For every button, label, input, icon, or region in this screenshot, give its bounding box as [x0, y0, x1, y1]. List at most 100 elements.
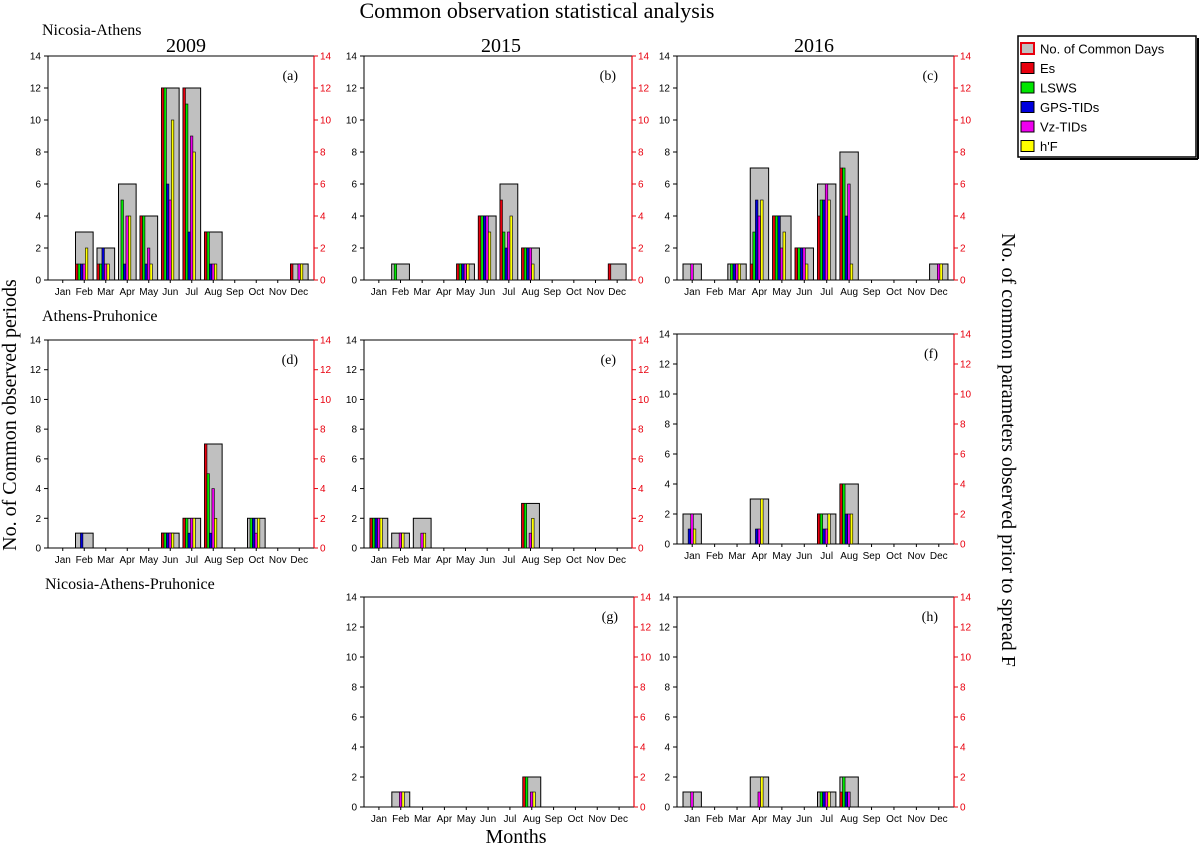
panel-c-bar-h-f-aug: [849, 263, 854, 281]
panel-h-left-tick-label-12: 12: [659, 623, 671, 634]
panel-g-frame: [363, 596, 635, 808]
panel-h-right-tick-label-10: 10: [960, 653, 972, 664]
panel-g-left-tick-label-12: 12: [346, 623, 358, 634]
panel-e-x-tick-label-jan: Jan: [371, 555, 387, 566]
legend-swatch-vz-tids: [1020, 120, 1035, 133]
panel-d-x-tick-label-mar: Mar: [97, 555, 115, 566]
panel-c-bar-h-f-apr: [760, 199, 764, 281]
panel-f-left-tick-label-10: 10: [659, 390, 671, 401]
panel-c-bar-gps-tids-jun: [799, 247, 804, 281]
panel-g-right-tick-label-2: 2: [640, 773, 646, 784]
panel-g-x-tick-label-apr: Apr: [437, 814, 453, 825]
panel-h-bar-lsws-aug: [842, 776, 846, 808]
panel-b-left-tick-label-8: 8: [351, 148, 357, 159]
panel-c-left-tick-label-0: 0: [664, 276, 670, 287]
panel-b-x-tick-label-apr: Apr: [436, 287, 452, 298]
panel-c-bar-vz-tids-may: [780, 247, 784, 281]
panel-f-frame: [676, 333, 955, 545]
panel-c-right-tick-label-14: 14: [960, 52, 972, 63]
panel-d-left-tick-label-10: 10: [30, 395, 42, 406]
panel-f-x-tick-label-feb: Feb: [706, 551, 724, 562]
panel-b-bar-vz-tids-may: [463, 263, 467, 281]
panel-f-bar-lsws-jul: [819, 513, 823, 545]
legend-label-no-of-common-days: No. of Common Days: [1040, 42, 1165, 57]
panel-f-left-tick-label-0: 0: [664, 540, 670, 551]
panel-d-right-tick-label-4: 4: [320, 484, 326, 495]
panel-f-x-tick-label-dec: Dec: [930, 551, 948, 562]
panel-a-bar-es-feb: [75, 263, 79, 281]
panel-h-right-tick-label-0: 0: [960, 803, 966, 814]
panel-g: 0 2 4 6 8 10 12 14 0 2 4 6 8 10 12 14 Jan Feb Mar Apr May Jun…: [346, 593, 652, 826]
panel-g-x-tick-label-dec: Dec: [610, 814, 628, 825]
panel-d-x-tick-label-oct: Oct: [248, 555, 264, 566]
column-title-2015: 2015: [481, 35, 521, 57]
panel-b-right-tick-label-2: 2: [638, 244, 644, 255]
panel-g-bar-h-f-feb: [401, 791, 405, 808]
panel-f-bar-gps-tids-jan: [687, 528, 692, 545]
panel-f-bar-vz-tids-jan: [690, 513, 694, 545]
panel-b-bar-lsws-may: [458, 263, 462, 281]
panel-a-left-tick-label-14: 14: [30, 52, 42, 63]
panel-e-left-tick-label-4: 4: [351, 484, 357, 495]
panel-f-x-tick-label-aug: Aug: [840, 551, 858, 562]
panel-a-x-tick-label-dec: Dec: [290, 287, 308, 298]
panel-b-bar-lsws-feb: [393, 263, 397, 281]
panel-a-left-tick-label-0: 0: [35, 276, 41, 287]
panel-f-left-tick-label-8: 8: [664, 420, 670, 431]
panel-b-x-tick-label-may: May: [456, 287, 475, 298]
panel-e-bar-h-f-aug: [531, 517, 535, 549]
row-label-nicosia-athens: Nicosia-Athens: [42, 22, 142, 39]
panel-d-bar-lsws-aug: [206, 473, 210, 549]
panel-f-bar-h-f-jan: [692, 528, 697, 545]
panel-e-x-tick-label-sep: Sep: [543, 555, 561, 566]
panel-b-x-tick-label-aug: Aug: [522, 287, 540, 298]
panel-g-right-tick-label-14: 14: [640, 593, 652, 604]
y-axis-label-right: No. of common parameters observed prior …: [997, 233, 1019, 667]
panel-d-bar-vz-tids-jul: [190, 517, 194, 549]
panel-a-left-tick-label-4: 4: [35, 212, 41, 223]
panel-h-bar-gps-tids-aug: [844, 791, 848, 808]
panel-e-right-tick-label-6: 6: [638, 454, 644, 465]
panel-g-x-tick-label-sep: Sep: [545, 814, 563, 825]
panel-b-bar-es-may: [456, 263, 460, 281]
panel-c-bar-es-may: [772, 215, 776, 281]
panel-a-right-tick-label-8: 8: [320, 148, 326, 159]
panel-c-bar-lsws-jul: [819, 199, 823, 281]
panel-c: 0 2 4 6 8 10 12 14 0 2 4 6 8 10 12 14 Jan Feb Mar Apr May Jun…: [659, 52, 972, 299]
panel-f-bar-gps-tids-jul: [822, 528, 826, 545]
panel-a-x-tick-label-apr: Apr: [119, 287, 135, 298]
panel-a-bar-vz-tids-jul: [190, 135, 194, 281]
panel-a-x-tick-label-nov: Nov: [269, 287, 287, 298]
panel-d-bar-lsws-jun: [163, 532, 167, 549]
panel-f-bar-gps-tids-aug: [844, 513, 848, 545]
panel-a-bar-vz-tids-aug: [211, 263, 215, 281]
panel-d-x-tick-label-feb: Feb: [76, 555, 94, 566]
panel-d-right-tick-label-12: 12: [320, 365, 332, 376]
panel-e-left-tick-label-12: 12: [346, 365, 358, 376]
panel-g-left-tick-label-0: 0: [351, 803, 357, 814]
panel-a-x-tick-label-mar: Mar: [97, 287, 115, 298]
panel-a-bar-vz-tids-dec: [297, 263, 301, 281]
panel-a-x-tick-label-sep: Sep: [226, 287, 244, 298]
panel-e-bar-vz-tids-aug: [528, 532, 532, 549]
panel-a-right-tick-label-0: 0: [320, 276, 326, 287]
panel-e-x-tick-label-oct: Oct: [566, 555, 582, 566]
panel-a-bar-es-jun: [161, 87, 165, 281]
panel-h-x-tick-label-oct: Oct: [886, 814, 902, 825]
panel-d-right-tick-label-0: 0: [320, 544, 326, 555]
panel-e-x-tick-label-may: May: [456, 555, 475, 566]
panel-b-frame: [363, 55, 633, 281]
panel-g-left-tick-label-14: 14: [346, 593, 358, 604]
panel-h-x-tick-label-nov: Nov: [907, 814, 925, 825]
panel-b-left-tick-label-0: 0: [351, 276, 357, 287]
panel-c-x-tick-label-jan: Jan: [684, 287, 700, 298]
legend-label-vz-tids: Vz-TIDs: [1040, 120, 1087, 135]
panel-c-right-tick-label-4: 4: [960, 212, 966, 223]
panel-h-left-tick-label-14: 14: [659, 593, 671, 604]
panel-d-bar-gps-tids-jun: [166, 532, 170, 549]
panel-a-x-tick-label-oct: Oct: [248, 287, 264, 298]
panel-h-frame: [676, 596, 955, 808]
panel-c-bar-vz-tids-aug: [847, 183, 851, 281]
panel-a-bar-es-dec: [290, 263, 294, 281]
panel-a-bar-vz-tids-apr: [125, 215, 129, 281]
